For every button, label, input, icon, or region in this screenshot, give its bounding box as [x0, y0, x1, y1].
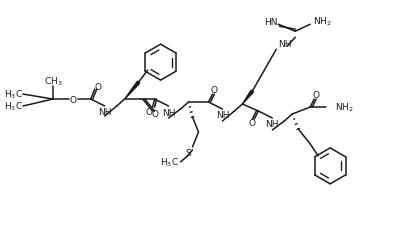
Text: O: O — [94, 82, 101, 91]
Text: NH: NH — [278, 40, 292, 49]
Text: NH: NH — [266, 120, 279, 129]
Text: CH$_3$: CH$_3$ — [44, 76, 62, 88]
Text: NH$_2$: NH$_2$ — [313, 16, 332, 28]
Text: O: O — [211, 85, 218, 94]
Text: O: O — [151, 109, 158, 118]
Text: O: O — [249, 119, 256, 128]
Text: NH: NH — [98, 107, 112, 116]
Text: O: O — [313, 90, 320, 99]
Text: H$_3$C: H$_3$C — [160, 156, 179, 168]
Polygon shape — [243, 91, 254, 105]
Text: NH: NH — [216, 111, 229, 120]
Text: S: S — [186, 149, 191, 158]
Text: NH: NH — [162, 108, 175, 117]
Text: NH$_2$: NH$_2$ — [335, 101, 354, 114]
Text: O: O — [145, 107, 152, 116]
Text: HN: HN — [264, 18, 277, 27]
Text: O: O — [69, 95, 76, 104]
Text: H$_3$C: H$_3$C — [4, 88, 23, 101]
Text: H$_3$C: H$_3$C — [4, 100, 23, 113]
Polygon shape — [125, 82, 140, 100]
